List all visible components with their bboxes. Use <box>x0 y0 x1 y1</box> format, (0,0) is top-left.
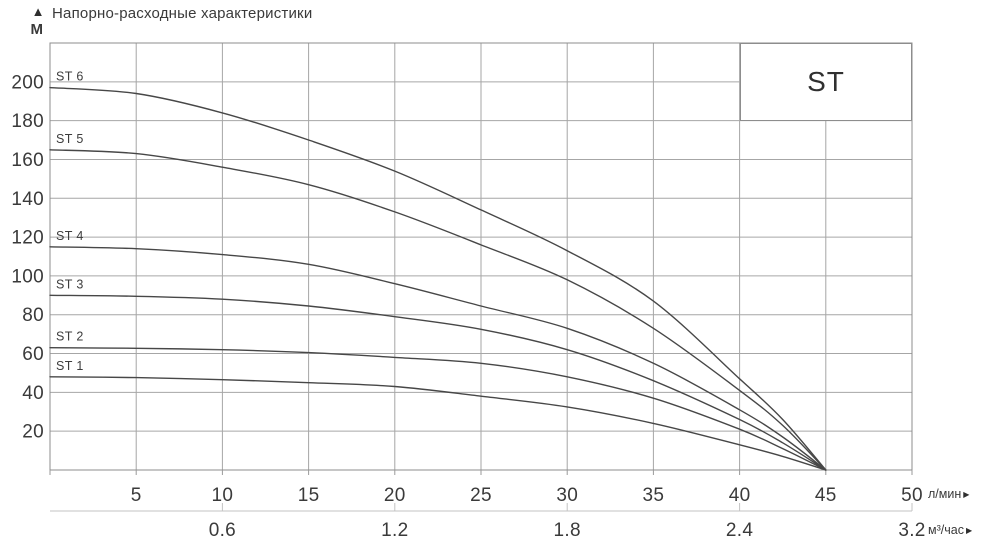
secondary-tick-label: 1.2 <box>381 520 408 541</box>
y-axis-unit-label: М <box>30 21 44 38</box>
curve-label-st-5: ST 5 <box>56 132 84 146</box>
y-tick-label: 60 <box>22 344 44 365</box>
y-tick-label: 40 <box>22 383 44 404</box>
pump-curve-st-2 <box>49 347 827 471</box>
x-tick-label: 15 <box>298 485 320 506</box>
y-tick-label: 80 <box>22 305 44 326</box>
curve-label-st-2: ST 2 <box>56 330 84 344</box>
pump-curve-st-1 <box>49 376 827 471</box>
x-axis-primary-unit: л/мин ▶ <box>928 487 969 501</box>
chart-title: Напорно-расходные характеристики <box>52 5 313 22</box>
x-tick-label: 45 <box>815 485 837 506</box>
pump-curve-st-4 <box>49 246 827 471</box>
x-axis-secondary-unit-text: м³/час <box>928 523 964 537</box>
y-tick-label: 20 <box>22 422 44 443</box>
secondary-tick-label: 0.6 <box>209 520 236 541</box>
curve-label-st-6: ST 6 <box>56 70 84 84</box>
secondary-tick-label: 3.2 <box>898 520 925 541</box>
pump-curve-st-6 <box>49 86 827 471</box>
y-axis-arrow-up-icon: ▲ <box>31 4 45 19</box>
x-tick-label: 50 <box>901 485 923 506</box>
y-tick-label: 120 <box>11 228 44 249</box>
x-axis-secondary-unit: м³/час ▶ <box>928 523 972 537</box>
x-tick-label: 20 <box>384 485 406 506</box>
y-tick-label: 100 <box>11 266 44 287</box>
curve-label-st-1: ST 1 <box>56 359 84 373</box>
secondary-tick-label: 2.4 <box>726 520 753 541</box>
x-axis-arrow-right-icon: ▶ <box>965 526 973 535</box>
curve-label-st-4: ST 4 <box>56 229 84 243</box>
x-tick-label: 10 <box>212 485 234 506</box>
x-axis-arrow-right-icon: ▶ <box>963 490 970 499</box>
curve-label-st-3: ST 3 <box>56 277 84 291</box>
y-tick-label: 200 <box>11 72 44 93</box>
secondary-tick-label: 1.8 <box>554 520 581 541</box>
x-tick-label: 30 <box>556 485 578 506</box>
x-tick-label: 25 <box>470 485 492 506</box>
x-tick-label: 40 <box>729 485 751 506</box>
x-axis-primary-unit-text: л/мин <box>928 487 962 501</box>
pump-curve-st-5 <box>49 149 827 471</box>
x-tick-label: 35 <box>643 485 665 506</box>
series-family-label: ST <box>807 66 845 97</box>
y-tick-label: 180 <box>11 111 44 132</box>
y-tick-label: 140 <box>11 189 44 210</box>
pump-curve-st-3 <box>49 294 827 471</box>
x-tick-label: 5 <box>131 485 142 506</box>
y-tick-label: 160 <box>11 150 44 171</box>
series-family-box: ST <box>740 43 912 121</box>
